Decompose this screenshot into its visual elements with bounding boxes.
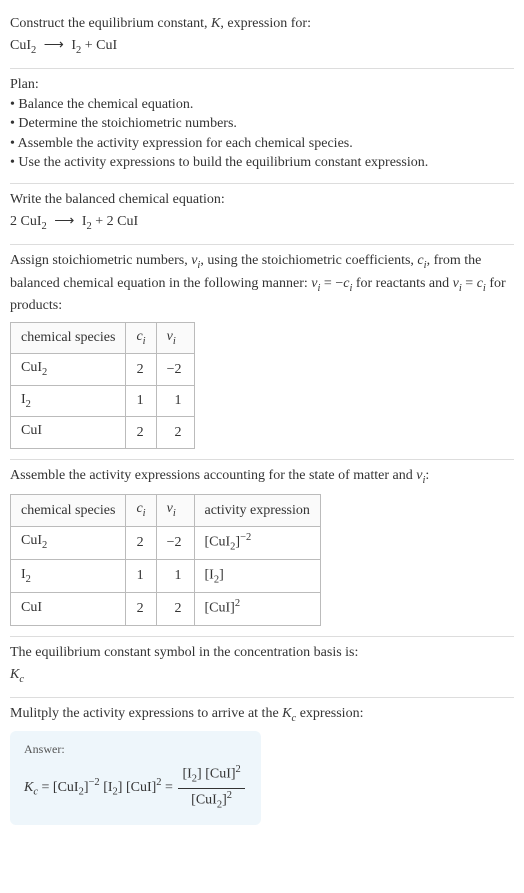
col-c: ci	[126, 322, 156, 353]
multiply-section: Mulitply the activity expressions to arr…	[10, 698, 514, 835]
balanced-section: Write the balanced chemical equation: 2 …	[10, 184, 514, 244]
col-c: ci	[126, 495, 156, 526]
table-row: I2 1 1	[11, 385, 195, 416]
arrow-icon: ⟶	[40, 38, 68, 53]
plus: +	[81, 38, 96, 53]
header-section: Construct the equilibrium constant, K, e…	[10, 8, 514, 68]
table-header-row: chemical species ci νi activity expressi…	[11, 495, 321, 526]
product-2: CuI	[96, 38, 117, 53]
balanced-equation: 2 CuI2 ⟶ I2 + 2 CuI	[10, 212, 514, 234]
answer-box: Answer: Kc = [CuI2]−2 [I2] [CuI]2 = [I2]…	[10, 731, 261, 825]
stoich-intro: Assign stoichiometric numbers, νi, using…	[10, 251, 514, 316]
plan-item: • Assemble the activity expression for e…	[10, 134, 514, 154]
balanced-title: Write the balanced chemical equation:	[10, 190, 514, 210]
stoich-table: chemical species ci νi CuI2 2 −2 I2 1 1 …	[10, 322, 195, 449]
table-row: CuI 2 2	[11, 417, 195, 448]
K-symbol: K	[211, 16, 220, 31]
table-row: CuI2 2 −2	[11, 354, 195, 385]
table-row: CuI 2 2 [CuI]2	[11, 592, 321, 625]
answer-equation: Kc = [CuI2]−2 [I2] [CuI]2 = [I2] [CuI]2[…	[24, 763, 247, 812]
multiply-line: Mulitply the activity expressions to arr…	[10, 704, 514, 726]
plan-title: Plan:	[10, 75, 514, 95]
col-nu: νi	[156, 495, 194, 526]
stoich-section: Assign stoichiometric numbers, νi, using…	[10, 245, 514, 459]
arrow-icon: ⟶	[50, 214, 78, 229]
table-row: I2 1 1 [I2]	[11, 559, 321, 592]
table-header-row: chemical species ci νi	[11, 322, 195, 353]
prompt-text-2: , expression for:	[220, 16, 311, 31]
col-nu: νi	[156, 322, 194, 353]
col-species: chemical species	[11, 322, 126, 353]
activity-section: Assemble the activity expressions accoun…	[10, 460, 514, 636]
fraction: [I2] [CuI]2[CuI2]2	[178, 763, 244, 812]
prompt-line: Construct the equilibrium constant, K, e…	[10, 14, 514, 34]
prompt-text-1: Construct the equilibrium constant,	[10, 16, 211, 31]
symbol-line: The equilibrium constant symbol in the c…	[10, 643, 514, 663]
plan-item: • Use the activity expressions to build …	[10, 153, 514, 173]
activity-intro: Assemble the activity expressions accoun…	[10, 466, 514, 488]
col-species: chemical species	[11, 495, 126, 526]
table-row: CuI2 2 −2 [CuI2]−2	[11, 526, 321, 559]
plan-item: • Determine the stoichiometric numbers.	[10, 114, 514, 134]
activity-table: chemical species ci νi activity expressi…	[10, 494, 321, 626]
plan-item: • Balance the chemical equation.	[10, 95, 514, 115]
answer-label: Answer:	[24, 741, 247, 758]
product-1: I2	[71, 38, 81, 53]
kc-symbol: Kc	[10, 665, 514, 687]
unbalanced-equation: CuI2 ⟶ I2 + CuI	[10, 36, 514, 58]
plan-section: Plan: • Balance the chemical equation. •…	[10, 69, 514, 183]
col-activity: activity expression	[194, 495, 320, 526]
symbol-section: The equilibrium constant symbol in the c…	[10, 637, 514, 697]
reactant-1: CuI2	[10, 38, 36, 53]
